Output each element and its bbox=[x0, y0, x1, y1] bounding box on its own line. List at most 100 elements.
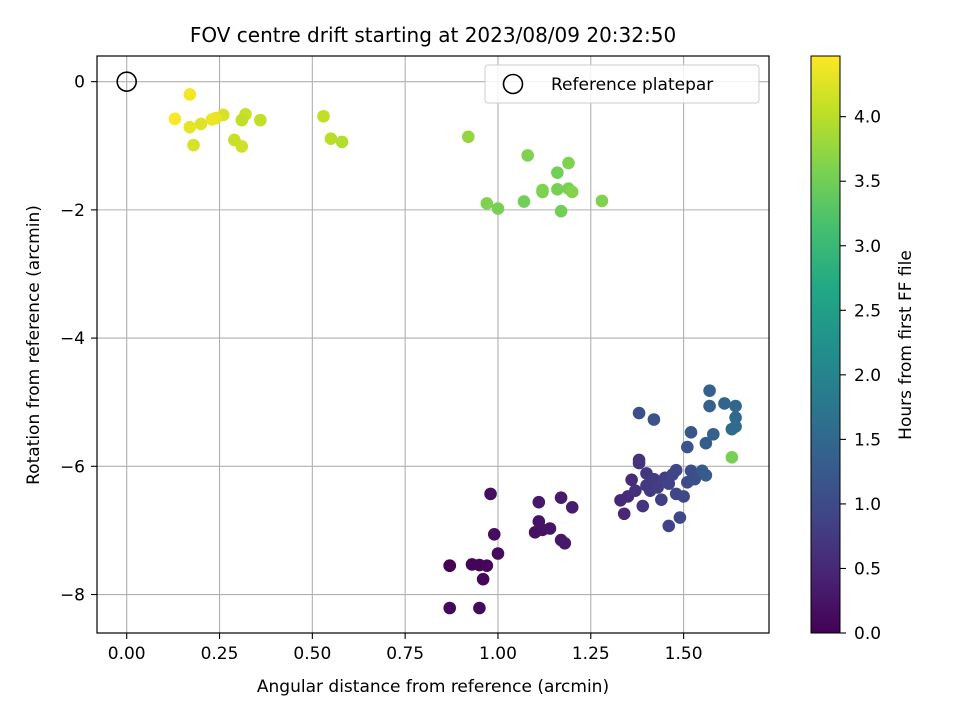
y-tick-label: −6 bbox=[60, 457, 85, 477]
data-point bbox=[684, 426, 698, 439]
data-point bbox=[554, 491, 568, 505]
data-point bbox=[625, 473, 638, 487]
colorbar-tick-label: 0.0 bbox=[854, 624, 881, 644]
data-point bbox=[699, 436, 713, 450]
data-point bbox=[480, 197, 494, 210]
y-tick-label: −4 bbox=[60, 329, 85, 349]
y-tick-label: −8 bbox=[60, 586, 85, 606]
data-point bbox=[629, 484, 642, 497]
data-point bbox=[636, 499, 650, 513]
data-point bbox=[558, 536, 572, 550]
colorbar-tick-label: 3.5 bbox=[854, 172, 881, 192]
data-point bbox=[324, 132, 338, 146]
data-point bbox=[317, 109, 330, 123]
colorbar-tick-label: 2.5 bbox=[854, 301, 881, 321]
data-point bbox=[443, 559, 457, 572]
y-tick-label: −2 bbox=[60, 201, 85, 221]
data-point bbox=[521, 149, 534, 162]
colorbar-tick-label: 1.5 bbox=[854, 430, 881, 450]
data-point bbox=[443, 601, 457, 615]
data-point bbox=[484, 487, 497, 501]
x-tick-label: 1.25 bbox=[572, 644, 610, 664]
data-point bbox=[703, 384, 716, 397]
plot-frame bbox=[96, 55, 770, 634]
y-axis-label: Rotation from reference (arcmin) bbox=[24, 205, 44, 485]
data-point bbox=[688, 472, 702, 486]
data-point bbox=[168, 112, 182, 126]
data-point bbox=[565, 501, 579, 514]
grid bbox=[97, 56, 769, 633]
data-point bbox=[595, 194, 609, 208]
data-point bbox=[632, 456, 646, 470]
x-axis-label: Angular distance from reference (arcmin) bbox=[257, 677, 609, 697]
data-point bbox=[617, 507, 631, 521]
data-point bbox=[205, 113, 219, 126]
data-point bbox=[473, 601, 486, 615]
data-point bbox=[647, 413, 661, 426]
data-point bbox=[669, 463, 683, 477]
data-point bbox=[543, 522, 557, 535]
data-point bbox=[183, 88, 197, 101]
data-point bbox=[677, 490, 690, 503]
colorbar-tick-label: 0.5 bbox=[854, 559, 881, 579]
data-point bbox=[335, 135, 349, 149]
data-point bbox=[491, 547, 505, 560]
x-tick-label: 0.75 bbox=[386, 644, 424, 664]
data-point bbox=[187, 138, 200, 152]
y-tick-label: 0 bbox=[74, 73, 85, 93]
colorbar-ticks: 0.0 0.5 1.0 1.5 2.0 2.5 3.0 3.5 4.0 bbox=[840, 108, 881, 644]
data-point bbox=[254, 113, 267, 127]
x-tick-label: 0.00 bbox=[108, 644, 146, 664]
data-point bbox=[718, 397, 731, 410]
data-point bbox=[235, 113, 249, 127]
data-point bbox=[491, 202, 505, 215]
data-point bbox=[532, 495, 546, 509]
data-point bbox=[725, 422, 739, 436]
x-axis-ticks: 0.00 0.25 0.50 0.75 1.00 1.25 1.50 bbox=[108, 633, 703, 664]
data-point bbox=[632, 406, 646, 420]
x-tick-label: 0.25 bbox=[201, 644, 239, 664]
y-axis-ticks: 0 −2 −4 −6 −8 bbox=[60, 73, 97, 606]
data-point bbox=[554, 204, 568, 218]
colorbar bbox=[810, 55, 841, 634]
data-point bbox=[551, 183, 564, 196]
legend-box bbox=[484, 64, 760, 104]
data-point bbox=[562, 156, 575, 170]
data-point bbox=[703, 399, 716, 413]
data-point bbox=[517, 195, 531, 208]
data-point bbox=[532, 515, 546, 528]
legend: Reference platepar bbox=[484, 64, 760, 104]
data-point bbox=[461, 130, 475, 144]
chart-title: FOV centre drift starting at 2023/08/09 … bbox=[190, 23, 676, 47]
data-point bbox=[729, 411, 742, 424]
data-point bbox=[228, 133, 241, 147]
data-point bbox=[662, 519, 676, 533]
data-points bbox=[168, 88, 742, 615]
data-point bbox=[194, 117, 208, 131]
data-point bbox=[480, 559, 494, 572]
data-point bbox=[707, 427, 720, 441]
reference-platepar-marker bbox=[116, 71, 138, 92]
data-point bbox=[536, 183, 549, 197]
data-point bbox=[651, 481, 664, 494]
data-point bbox=[681, 440, 694, 454]
data-point bbox=[476, 572, 490, 586]
data-point bbox=[183, 120, 197, 134]
data-point bbox=[729, 399, 742, 413]
x-tick-label: 1.00 bbox=[479, 644, 517, 664]
legend-marker-icon bbox=[502, 73, 524, 95]
colorbar-label: Hours from first FF file bbox=[896, 250, 916, 440]
legend-entry-reference-platepar: Reference platepar bbox=[551, 75, 713, 95]
colorbar-tick-label: 1.0 bbox=[854, 495, 881, 515]
data-point bbox=[725, 451, 739, 464]
data-point bbox=[487, 527, 501, 541]
data-point bbox=[699, 468, 713, 482]
data-point bbox=[655, 493, 668, 506]
colorbar-tick-label: 2.0 bbox=[854, 366, 881, 386]
colorbar-tick-label: 4.0 bbox=[854, 108, 881, 128]
data-point bbox=[551, 166, 564, 179]
x-tick-label: 0.50 bbox=[293, 644, 331, 664]
data-point bbox=[673, 511, 687, 524]
data-point bbox=[565, 185, 579, 199]
